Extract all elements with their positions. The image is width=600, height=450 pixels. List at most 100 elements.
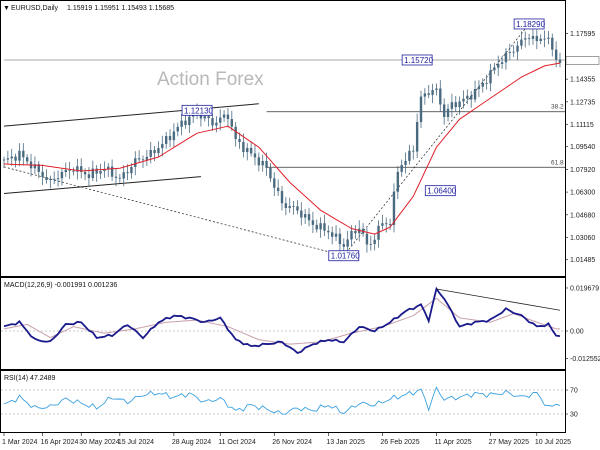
price-candle-body bbox=[122, 172, 125, 179]
price-candle-body bbox=[458, 101, 461, 108]
price-candle-body bbox=[419, 96, 423, 123]
price-axis-label: 1.03060 bbox=[570, 235, 595, 242]
price-candle-body bbox=[365, 233, 369, 245]
price-candle-body bbox=[172, 131, 176, 141]
price-candle-body bbox=[157, 148, 160, 154]
rsi-axis-label: 70 bbox=[570, 388, 578, 395]
price-candle-body bbox=[354, 230, 357, 234]
price-candle-body bbox=[500, 62, 504, 64]
price-candle-body bbox=[118, 177, 122, 179]
chart-header-ohlc: 1.15919 1.15951 1.15493 1.15685 bbox=[67, 5, 174, 12]
price-candle-body bbox=[184, 120, 187, 126]
price-candle-body bbox=[95, 168, 98, 174]
price-annotation-box bbox=[424, 185, 456, 197]
rsi-label: RSI(14) 47.2489 bbox=[4, 375, 55, 382]
price-candle-body bbox=[392, 191, 396, 226]
price-candle-body bbox=[33, 164, 37, 169]
price-candle-body bbox=[64, 169, 67, 172]
price-candle-body bbox=[149, 150, 152, 157]
price-candle-body bbox=[99, 171, 102, 174]
price-candle-body bbox=[238, 138, 241, 142]
price-candle-body bbox=[215, 122, 218, 126]
price-candle-body bbox=[524, 38, 527, 40]
price-candle-body bbox=[431, 90, 434, 95]
price-candle-body bbox=[442, 104, 446, 117]
price-candle-body bbox=[327, 230, 330, 233]
price-axis-label: 1.11115 bbox=[570, 122, 594, 129]
x-axis-label: 28 Aug 2024 bbox=[172, 439, 211, 446]
price-candle-body bbox=[126, 172, 129, 174]
price-candle-body bbox=[497, 63, 500, 68]
price-candle-body bbox=[558, 59, 562, 63]
lower-channel-trendline bbox=[3, 176, 201, 194]
price-candle-body bbox=[439, 88, 442, 105]
x-axis-label: 16 Apr 2024 bbox=[41, 439, 79, 446]
price-candle-body bbox=[188, 116, 191, 126]
price-candle-body bbox=[477, 86, 481, 90]
x-axis-label: 1 Mar 2024 bbox=[2, 439, 38, 446]
price-candle-body bbox=[226, 114, 230, 120]
price-annotation-box bbox=[328, 250, 360, 262]
price-candle-body bbox=[56, 178, 60, 180]
price-candle-body bbox=[130, 166, 133, 174]
price-candle-body bbox=[427, 93, 430, 95]
watermark-logo: Action Forex bbox=[157, 69, 264, 90]
price-candle-body bbox=[307, 214, 311, 221]
price-candle-body bbox=[107, 166, 110, 170]
price-candle-body bbox=[137, 158, 141, 160]
price-panel-frame bbox=[0, 0, 566, 277]
macd-axis-label: 0.00 bbox=[570, 329, 584, 336]
macd-axis-label: -0.012552 bbox=[570, 356, 600, 363]
macd-axis-label: 0.019679 bbox=[570, 285, 599, 292]
x-axis-label: 11 Apr 2025 bbox=[434, 439, 471, 446]
price-annotation-label: 1.12130 bbox=[184, 106, 213, 115]
macd-panel-frame bbox=[0, 277, 566, 370]
price-axis-label: 1.12735 bbox=[570, 99, 595, 106]
price-candle-body bbox=[531, 36, 535, 39]
price-candle-body bbox=[207, 116, 210, 119]
price-candle-body bbox=[358, 228, 361, 234]
price-axis-label: 1.09540 bbox=[570, 144, 595, 151]
chart-header-symbol: EURUSD,Daily bbox=[11, 5, 59, 12]
price-candle-body bbox=[164, 136, 168, 144]
price-candle-body bbox=[176, 126, 179, 132]
price-candle-body bbox=[234, 126, 237, 139]
rsi-axis-label: 30 bbox=[570, 412, 578, 419]
fib-level-label: 38.2 bbox=[551, 104, 564, 111]
price-annotation-label: 1.06400 bbox=[427, 187, 456, 196]
price-candle-body bbox=[80, 166, 83, 172]
price-candle-body bbox=[520, 39, 523, 46]
price-candle-body bbox=[373, 239, 376, 245]
price-candle-body bbox=[516, 45, 519, 52]
price-candle-body bbox=[18, 150, 21, 161]
price-candle-body bbox=[466, 95, 469, 99]
price-candle-body bbox=[145, 156, 149, 160]
price-candle-body bbox=[49, 178, 52, 180]
price-candle-body bbox=[141, 159, 145, 161]
price-candle-body bbox=[423, 93, 427, 97]
price-candle-body bbox=[280, 191, 284, 204]
x-axis-label: 26 Nov 2024 bbox=[272, 439, 312, 446]
price-candle-body bbox=[338, 233, 342, 245]
price-candle-body bbox=[408, 150, 411, 161]
price-candle-body bbox=[504, 52, 508, 63]
price-candle-body bbox=[473, 89, 477, 100]
price-candle-body bbox=[25, 157, 29, 162]
price-annotation-box bbox=[181, 104, 213, 116]
macd-divergence-trendline bbox=[436, 288, 561, 311]
price-axis-label: 1.01485 bbox=[570, 257, 595, 264]
price-candle-body bbox=[512, 51, 515, 53]
price-candle-body bbox=[551, 37, 554, 50]
price-candle-body bbox=[72, 170, 75, 172]
price-candle-body bbox=[211, 118, 214, 126]
price-candle-body bbox=[41, 171, 44, 178]
triangle-icon: ▼ bbox=[3, 5, 10, 12]
price-candle-body bbox=[547, 37, 550, 39]
price-candle-body bbox=[37, 164, 40, 172]
x-axis-label: 13 Jan 2025 bbox=[326, 439, 365, 446]
falling-trendline bbox=[3, 166, 344, 257]
price-candle-body bbox=[334, 233, 338, 237]
price-candle-body bbox=[2, 159, 6, 161]
price-candle-body bbox=[180, 120, 183, 127]
